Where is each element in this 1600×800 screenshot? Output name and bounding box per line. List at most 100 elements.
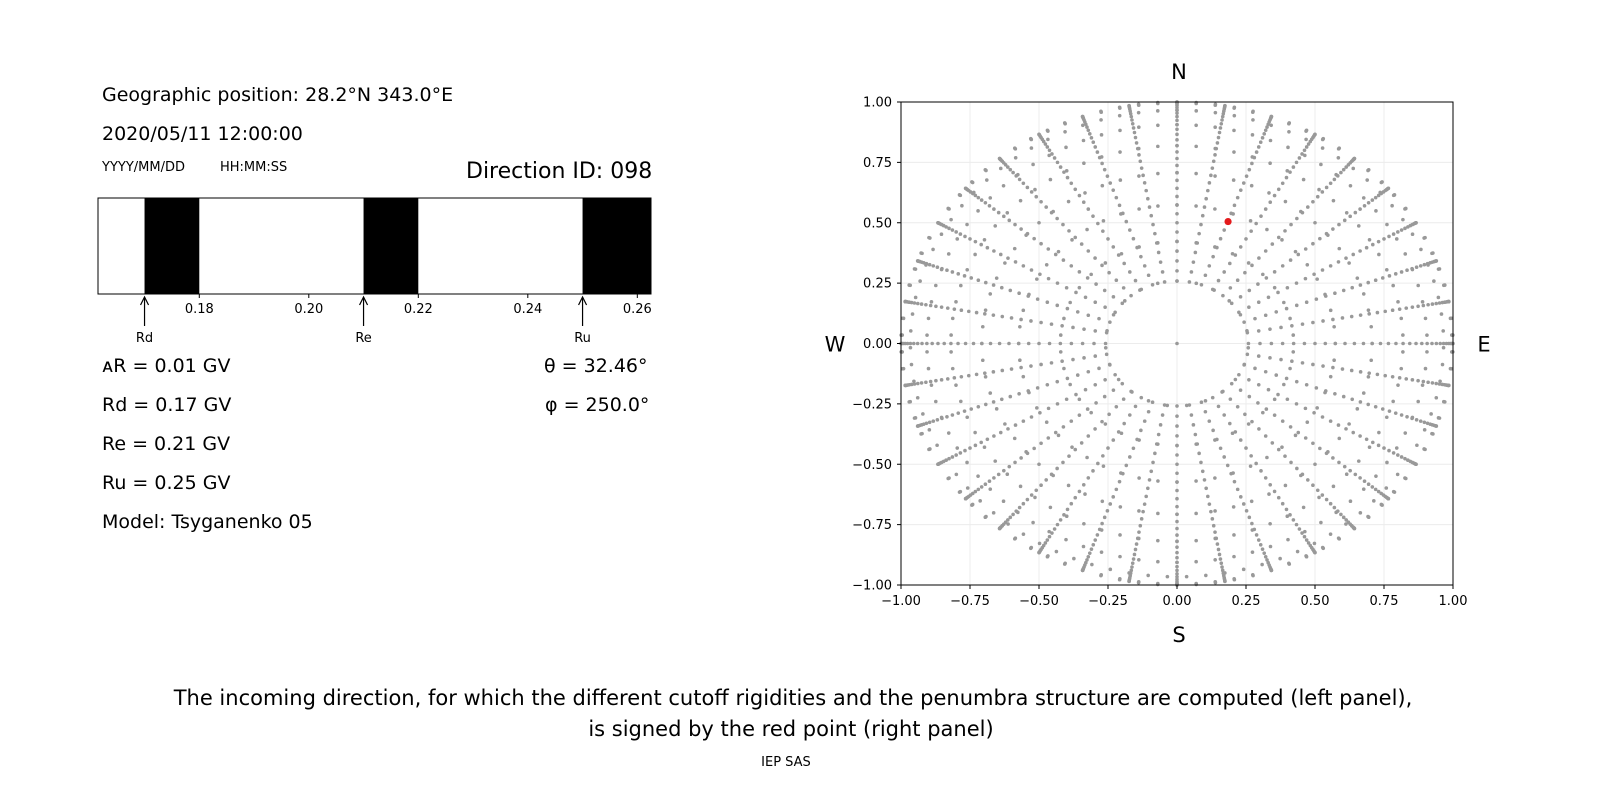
y-tick-label: 0.00 xyxy=(863,337,892,352)
direction-point xyxy=(1061,222,1065,227)
direction-point xyxy=(1019,227,1023,231)
direction-point xyxy=(1175,453,1179,457)
direction-point xyxy=(1222,270,1226,274)
theta-value: θ = 32.46° xyxy=(544,355,648,377)
direction-point xyxy=(1366,308,1371,312)
direction-point xyxy=(983,371,987,375)
direction-point xyxy=(982,445,987,450)
direction-point xyxy=(1286,145,1290,150)
direction-point xyxy=(976,195,981,200)
direction-point xyxy=(1069,501,1074,506)
direction-point xyxy=(988,391,993,395)
direction-point xyxy=(979,485,984,489)
direction-point xyxy=(1268,544,1273,549)
direction-point xyxy=(1045,538,1050,542)
direction-point xyxy=(1122,421,1126,426)
direction-point xyxy=(1238,188,1243,192)
direction-point xyxy=(1133,135,1138,140)
direction-point xyxy=(1297,156,1302,160)
direction-point xyxy=(983,312,987,316)
direction-point xyxy=(1305,263,1310,267)
direction-point xyxy=(1323,341,1328,346)
direction-point xyxy=(1061,460,1065,465)
direction-point xyxy=(1404,206,1408,211)
direction-point xyxy=(1324,497,1329,502)
direction-point xyxy=(1175,550,1179,555)
direction-point xyxy=(1396,230,1400,234)
direction-point xyxy=(1269,568,1274,573)
direction-point xyxy=(1207,264,1212,268)
direction-point xyxy=(1156,123,1160,128)
direction-point xyxy=(1318,446,1322,451)
direction-point xyxy=(1038,272,1042,277)
direction-point xyxy=(956,341,960,346)
direction-point xyxy=(931,247,935,252)
direction-point xyxy=(1295,216,1299,221)
direction-point xyxy=(1291,333,1296,337)
direction-point xyxy=(1064,145,1068,150)
direction-point xyxy=(1262,132,1267,136)
direction-point xyxy=(1218,557,1223,561)
direction-point xyxy=(1111,495,1116,499)
direction-point xyxy=(1147,205,1152,209)
direction-point xyxy=(1263,554,1268,559)
direction-point xyxy=(1213,174,1217,178)
direction-point xyxy=(1175,143,1179,148)
direction-point xyxy=(1048,505,1053,510)
direction-point xyxy=(1252,155,1257,160)
direction-point xyxy=(1097,366,1101,371)
direction-point xyxy=(1375,372,1380,377)
x-tick-label: 0.00 xyxy=(1163,594,1192,609)
direction-point xyxy=(1312,541,1317,546)
direction-point xyxy=(1257,256,1261,260)
direction-point xyxy=(1386,341,1391,346)
direction-point xyxy=(1099,573,1103,578)
direction-point xyxy=(1276,392,1280,397)
direction-point xyxy=(1294,522,1299,527)
direction-point xyxy=(1111,295,1116,299)
direction-point xyxy=(1382,446,1386,450)
direction-point xyxy=(1025,185,1030,190)
direction-point xyxy=(900,316,905,321)
direction-point xyxy=(1419,247,1423,252)
direction-point xyxy=(1118,150,1122,154)
direction-point xyxy=(1210,517,1215,521)
direction-point xyxy=(1079,441,1084,445)
direction-point xyxy=(997,341,1002,346)
direction-point xyxy=(1436,295,1441,300)
direction-point xyxy=(930,341,934,346)
direction-point xyxy=(1214,536,1219,541)
direction-point xyxy=(976,487,981,492)
direction-point xyxy=(1447,383,1451,388)
direction-point xyxy=(991,370,996,374)
direction-point xyxy=(1225,463,1230,468)
direction-point xyxy=(1263,207,1268,211)
direction-point xyxy=(1416,378,1420,383)
direction-point xyxy=(1137,153,1141,157)
direction-point xyxy=(966,309,971,314)
direction-point xyxy=(1175,496,1179,501)
direction-point xyxy=(1288,366,1292,371)
direction-point xyxy=(1047,534,1052,539)
direction-point xyxy=(1232,533,1236,537)
direction-point xyxy=(973,430,977,435)
direction-point xyxy=(1366,280,1371,285)
direction-point xyxy=(1128,455,1132,459)
direction-point xyxy=(1066,483,1071,488)
direction-point xyxy=(1207,181,1212,185)
compass-east: E xyxy=(1477,333,1490,357)
direction-point xyxy=(1401,350,1405,354)
direction-point xyxy=(1017,391,1021,396)
direction-point xyxy=(1108,502,1113,506)
direction-point xyxy=(1156,204,1160,208)
direction-point xyxy=(1093,256,1097,260)
direction-point xyxy=(1216,135,1221,140)
direction-point xyxy=(1264,407,1269,411)
direction-point xyxy=(1021,308,1026,313)
direction-point xyxy=(1200,469,1205,474)
direction-point xyxy=(994,276,999,280)
direction-point xyxy=(1364,437,1369,442)
direction-point xyxy=(1399,413,1404,417)
direction-point xyxy=(1235,487,1240,492)
direction-point xyxy=(1250,263,1254,268)
